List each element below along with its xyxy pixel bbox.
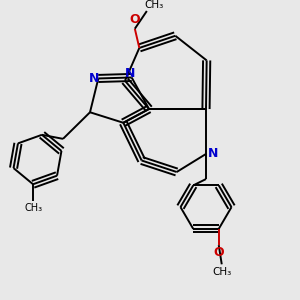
Text: CH₃: CH₃ [212, 267, 231, 277]
Text: N: N [125, 67, 135, 80]
Text: N: N [208, 147, 219, 161]
Text: CH₃: CH₃ [145, 0, 164, 10]
Text: O: O [130, 14, 140, 26]
Text: N: N [88, 72, 99, 85]
Text: CH₃: CH₃ [24, 203, 42, 213]
Text: O: O [213, 246, 224, 259]
